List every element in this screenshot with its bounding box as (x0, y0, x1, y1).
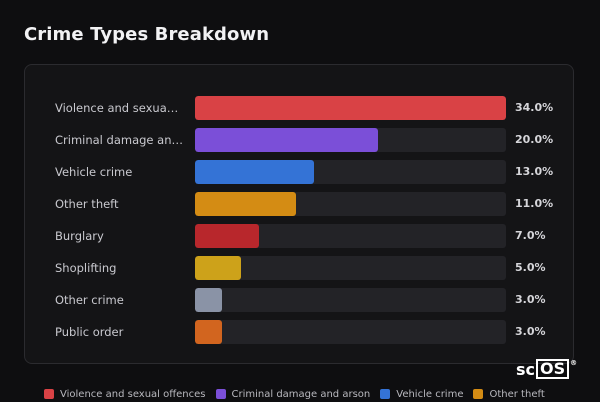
bar-row: Other crime 3.0% (25, 288, 573, 312)
bar-row: Public order 3.0% (25, 320, 573, 344)
chart-legend: Violence and sexual offences Criminal dam… (44, 386, 545, 402)
value-label: 34.0% (515, 101, 554, 114)
value-label: 3.0% (515, 293, 546, 306)
legend-label: Violence and sexual offences (60, 388, 206, 400)
bar[interactable] (195, 192, 296, 216)
category-label: Criminal damage an… (55, 133, 183, 147)
category-label: Other crime (55, 293, 124, 307)
bar-track (195, 160, 506, 184)
legend-swatch (44, 389, 54, 399)
bar-row: Criminal damage an… 20.0% (25, 128, 573, 152)
legend-swatch (473, 389, 484, 399)
logo-text-left: sc (516, 359, 536, 379)
bar[interactable] (195, 128, 378, 152)
legend-label: Vehicle crime (396, 388, 464, 400)
bar-track (195, 96, 506, 120)
bar-track (195, 192, 506, 216)
value-label: 3.0% (515, 325, 546, 338)
legend-label: Criminal damage and arson (231, 388, 371, 400)
bar-track (195, 128, 506, 152)
bar-row: Vehicle crime 13.0% (25, 160, 573, 184)
bar-row: Burglary 7.0% (25, 224, 573, 248)
bar[interactable] (195, 224, 259, 248)
value-label: 5.0% (515, 261, 546, 274)
legend-item[interactable]: Vehicle crime (380, 389, 463, 400)
category-label: Burglary (55, 229, 104, 243)
value-label: 11.0% (515, 197, 554, 210)
bar[interactable] (195, 96, 506, 120)
legend-item[interactable]: Other theft (473, 388, 545, 400)
chart-title: Crime Types Breakdown (24, 24, 270, 45)
bar[interactable] (195, 288, 222, 312)
bar-row: Other theft 11.0% (25, 192, 573, 216)
registered-mark: ® (570, 359, 578, 367)
bar-track (195, 288, 506, 312)
value-label: 7.0% (515, 229, 546, 242)
value-label: 20.0% (515, 133, 554, 146)
bar-track (195, 256, 506, 280)
legend-swatch (380, 389, 391, 399)
value-label: 13.0% (515, 165, 554, 178)
bar[interactable] (195, 320, 222, 344)
legend-item[interactable]: Criminal damage and arson (215, 388, 371, 400)
logo-text-box: OS (536, 359, 570, 379)
bar-track (195, 320, 506, 344)
bar-row: Violence and sexua… 34.0% (25, 96, 573, 120)
legend-swatch (215, 389, 226, 399)
bar[interactable] (195, 160, 314, 184)
legend-label: Other theft (489, 388, 545, 400)
category-label: Shoplifting (55, 261, 117, 275)
category-label: Public order (55, 325, 124, 339)
bar-row: Shoplifting 5.0% (25, 256, 573, 280)
category-label: Vehicle crime (55, 165, 133, 179)
category-label: Other theft (55, 197, 119, 211)
chart-panel: Violence and sexua… 34.0% Criminal damage … (24, 64, 574, 364)
category-label: Violence and sexua… (55, 101, 179, 115)
scos-logo: sc OS ® (516, 359, 577, 379)
bar[interactable] (195, 256, 241, 280)
bar-track (195, 224, 506, 248)
legend-item[interactable]: Violence and sexual offences (44, 389, 206, 400)
